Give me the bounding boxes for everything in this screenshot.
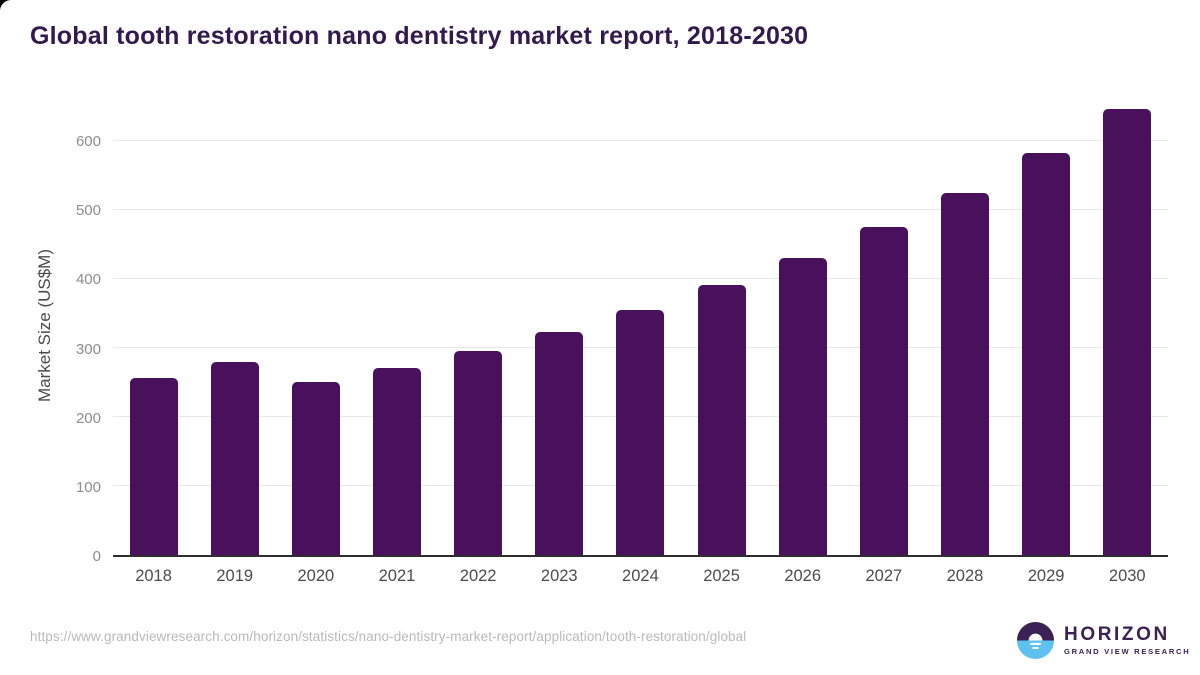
y-tick-label-300: 300 xyxy=(75,340,101,358)
x-tick-label-2022: 2022 xyxy=(459,567,497,585)
logo-wordmark: HORIZON GRAND VIEW RESEARCH xyxy=(1064,624,1191,657)
gridline-400 xyxy=(113,277,1168,279)
horizon-sun-icon xyxy=(1017,622,1054,659)
bar-2027 xyxy=(859,227,908,555)
x-tick-label-2024: 2024 xyxy=(622,567,659,585)
x-tick-label-2027: 2027 xyxy=(865,567,903,585)
y-tick-label-100: 100 xyxy=(75,478,101,496)
x-tick-label-2025: 2025 xyxy=(703,567,740,585)
x-tick-label-2029: 2029 xyxy=(1027,567,1065,585)
y-tick-label-200: 200 xyxy=(75,409,101,427)
bar-2022 xyxy=(454,351,503,555)
y-tick-label-500: 500 xyxy=(75,202,101,220)
bar-2018 xyxy=(129,378,178,555)
x-tick-label-2023: 2023 xyxy=(540,567,578,585)
x-tick-label-2018: 2018 xyxy=(135,567,172,585)
bar-series xyxy=(113,95,1168,555)
y-tick-label-600: 600 xyxy=(75,133,101,151)
x-tick-label-2020: 2020 xyxy=(297,567,335,585)
bar-2023 xyxy=(535,332,584,555)
y-tick-label-0: 0 xyxy=(92,548,101,565)
bar-2025 xyxy=(697,285,746,555)
x-tick-label-2019: 2019 xyxy=(216,567,254,585)
chart-title: Global tooth restoration nano dentistry … xyxy=(30,22,809,50)
gridline-500 xyxy=(113,208,1168,210)
x-tick-label-2026: 2026 xyxy=(784,567,822,585)
horizon-logo: HORIZON GRAND VIEW RESEARCH xyxy=(1017,622,1190,659)
gridline-600 xyxy=(113,139,1168,141)
x-tick-label-2030: 2030 xyxy=(1108,567,1146,585)
logo-tagline: GRAND VIEW RESEARCH xyxy=(1064,647,1191,656)
logo-name: HORIZON xyxy=(1064,624,1170,645)
x-axis-tick-labels: 2018 2019 2020 2021 2022 2023 2024 2025 2026 2027… xyxy=(113,567,1168,586)
bar-2019 xyxy=(210,362,259,555)
bar-2021 xyxy=(372,368,421,555)
bar-2026 xyxy=(778,258,827,555)
bar-2020 xyxy=(291,382,340,555)
bar-2030 xyxy=(1103,109,1152,555)
x-tick-label-2028: 2028 xyxy=(946,567,984,585)
y-tick-label-400: 400 xyxy=(75,271,101,289)
bar-2028 xyxy=(940,193,989,555)
plot-area xyxy=(113,95,1168,557)
corner-artifact xyxy=(0,0,11,11)
bar-2029 xyxy=(1022,153,1071,555)
source-url: https://www.grandviewresearch.com/horizo… xyxy=(30,629,747,644)
y-axis-tick-labels: 0 100 200 300 400 500 600 xyxy=(0,95,101,565)
bar-2024 xyxy=(616,310,665,555)
x-tick-label-2021: 2021 xyxy=(378,567,416,585)
